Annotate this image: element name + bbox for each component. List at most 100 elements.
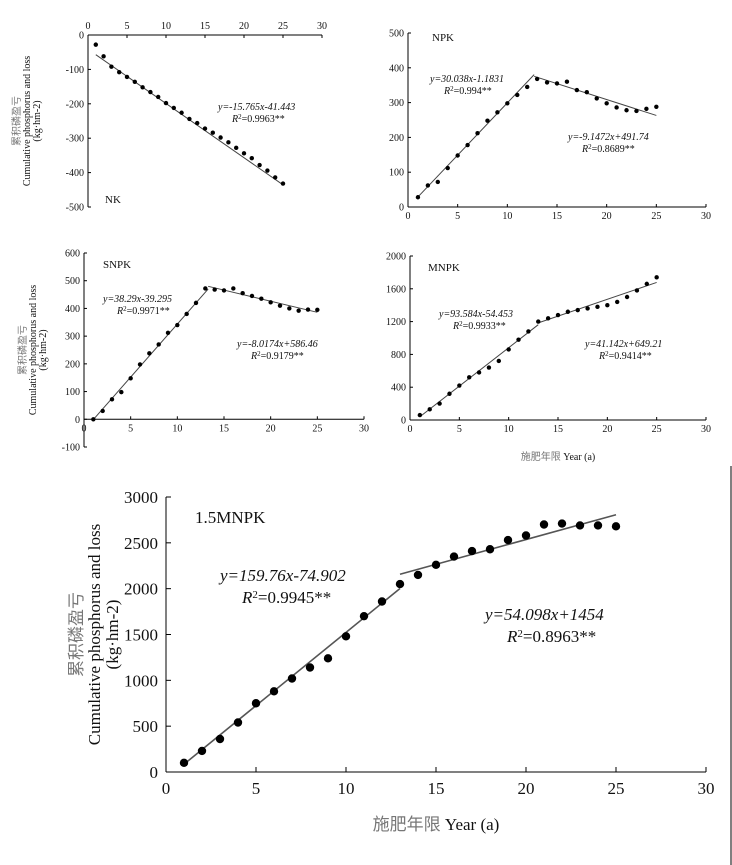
data-point <box>654 275 659 280</box>
data-point <box>101 54 106 59</box>
x-axis-label-en: Year (a) <box>563 452 595 463</box>
y-tick-label: -200 <box>66 99 84 110</box>
fit-line <box>417 74 535 198</box>
data-point <box>323 654 333 663</box>
x-tick-label: 10 <box>161 21 171 32</box>
y-axis-label-unit: (kg·hm-2) <box>32 100 43 141</box>
data-point <box>545 316 551 321</box>
x-tick-label: 10 <box>338 779 355 798</box>
data-point <box>132 79 137 84</box>
data-point <box>485 118 490 123</box>
data-point <box>195 120 200 126</box>
x-tick-label: 30 <box>701 211 711 222</box>
x-axis-label-cn: 施肥年限 <box>373 815 441 834</box>
y-tick-label: -400 <box>66 168 84 179</box>
fit-equation: y=30.038x-1.1831 <box>429 74 504 85</box>
data-point <box>457 383 462 388</box>
data-point <box>485 545 495 554</box>
x-tick-label: 15 <box>219 423 229 434</box>
data-point <box>415 195 421 200</box>
data-point <box>241 151 247 156</box>
data-point <box>377 597 387 606</box>
x-tick-label: 5 <box>252 779 261 798</box>
x-tick-label: 25 <box>312 423 322 434</box>
x-tick-label: 20 <box>602 211 612 222</box>
fit-equation: y=93.584x-54.453 <box>438 309 513 320</box>
data-point <box>341 632 351 641</box>
fit-equation: y=159.76x-74.902 <box>218 566 346 585</box>
fit-r2: R2=0.8689** <box>581 143 635 155</box>
chart-panel-mnpk: 0 5 10 15 20 25 30 0 400 800 1200 1600 2000 MNPK y=93.… <box>386 252 711 464</box>
data-point <box>595 304 600 310</box>
y-tick-label: 2500 <box>124 534 158 553</box>
data-point <box>585 306 590 311</box>
data-point <box>476 370 482 375</box>
data-point <box>221 288 227 293</box>
data-point <box>395 579 405 589</box>
data-point <box>140 85 145 90</box>
data-point <box>109 64 114 69</box>
x-tick-label: 15 <box>200 21 210 32</box>
data-point <box>515 92 520 98</box>
data-point <box>231 286 236 291</box>
data-point <box>611 522 621 531</box>
x-tick-label: 10 <box>172 423 182 434</box>
fit-r2: R2=0.9963** <box>231 113 285 125</box>
y-tick-label: 2000 <box>124 580 158 599</box>
y-axis-label-en: Cumulative phosphorus and loss <box>22 56 33 186</box>
data-point <box>614 105 619 110</box>
data-point <box>575 307 580 313</box>
x-tick-label: 5 <box>125 21 130 32</box>
data-point <box>156 94 161 100</box>
y-tick-label: 300 <box>65 332 80 343</box>
data-point <box>202 126 208 131</box>
data-point <box>187 116 192 122</box>
y-tick-label: 1200 <box>386 317 406 328</box>
x-axis-title: 施肥年限 Year (a) <box>373 815 500 834</box>
x-tick-label: 5 <box>457 424 462 435</box>
x-tick-label: 30 <box>359 423 369 434</box>
x-tick-label: 25 <box>608 779 625 798</box>
y-axis-label-unit: (kg·hm-2) <box>38 329 49 370</box>
fit-equation: y=-8.0174x+586.46 <box>236 339 318 350</box>
data-point <box>203 286 208 291</box>
y-tick-label: 1000 <box>124 671 158 690</box>
y-tick-label: 400 <box>389 63 404 74</box>
fit-r2: R2=0.9933** <box>452 320 506 332</box>
data-point <box>486 365 492 370</box>
panel-label: MNPK <box>428 262 460 274</box>
data-point <box>575 521 585 530</box>
data-point <box>280 181 286 186</box>
fit-r2: R2=0.994** <box>443 85 492 97</box>
data-point <box>503 535 513 545</box>
fit-r2: R2=0.9971** <box>116 305 170 317</box>
y-tick-label: 1500 <box>124 626 158 645</box>
data-point <box>193 300 199 306</box>
data-point <box>467 546 477 556</box>
y-tick-label: 1600 <box>386 284 406 295</box>
fit-equation: y=-15.765x-41.443 <box>217 102 295 113</box>
x-tick-label: 0 <box>406 211 411 222</box>
x-tick-label: 0 <box>82 423 87 434</box>
y-tick-label: -100 <box>66 65 84 76</box>
data-point <box>475 131 480 136</box>
data-point <box>555 312 561 318</box>
x-axis-label-cn: 施肥年限 <box>521 450 561 463</box>
y-axis-title: 累积磷盈亏 Cumulative phosphorus and loss (kg·h… <box>16 285 49 415</box>
data-point <box>226 140 231 145</box>
data-point <box>435 179 440 185</box>
data-point <box>644 281 649 287</box>
data-point <box>93 42 99 47</box>
y-tick-label: 0 <box>150 763 159 782</box>
y-axis-label-en: Cumulative phosphorus and loss <box>85 524 104 745</box>
data-point <box>544 80 550 85</box>
data-point <box>268 300 273 305</box>
data-point <box>296 308 301 313</box>
data-point <box>137 362 143 367</box>
y-tick-label: 400 <box>391 383 406 394</box>
x-axis-title: 施肥年限 Year (a) <box>521 450 596 463</box>
x-tick-label: 5 <box>455 211 460 222</box>
panel-label: NPK <box>432 32 454 44</box>
y-tick-label: 0 <box>75 415 80 426</box>
